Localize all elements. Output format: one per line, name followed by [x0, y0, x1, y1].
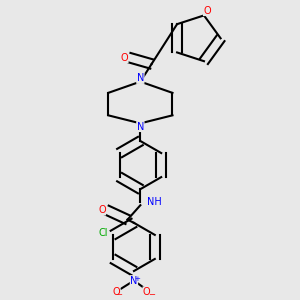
Text: N: N — [130, 276, 138, 286]
Text: O: O — [112, 287, 120, 297]
Text: +: + — [134, 276, 140, 282]
Text: O: O — [143, 287, 151, 297]
Text: NH: NH — [147, 197, 162, 207]
Text: O: O — [121, 52, 128, 63]
Text: Cl: Cl — [99, 228, 108, 238]
Text: N: N — [137, 74, 144, 83]
Text: N: N — [137, 122, 144, 132]
Text: −: − — [148, 291, 155, 300]
Text: O: O — [203, 6, 211, 16]
Text: −: − — [117, 292, 122, 298]
Text: O: O — [98, 205, 106, 215]
